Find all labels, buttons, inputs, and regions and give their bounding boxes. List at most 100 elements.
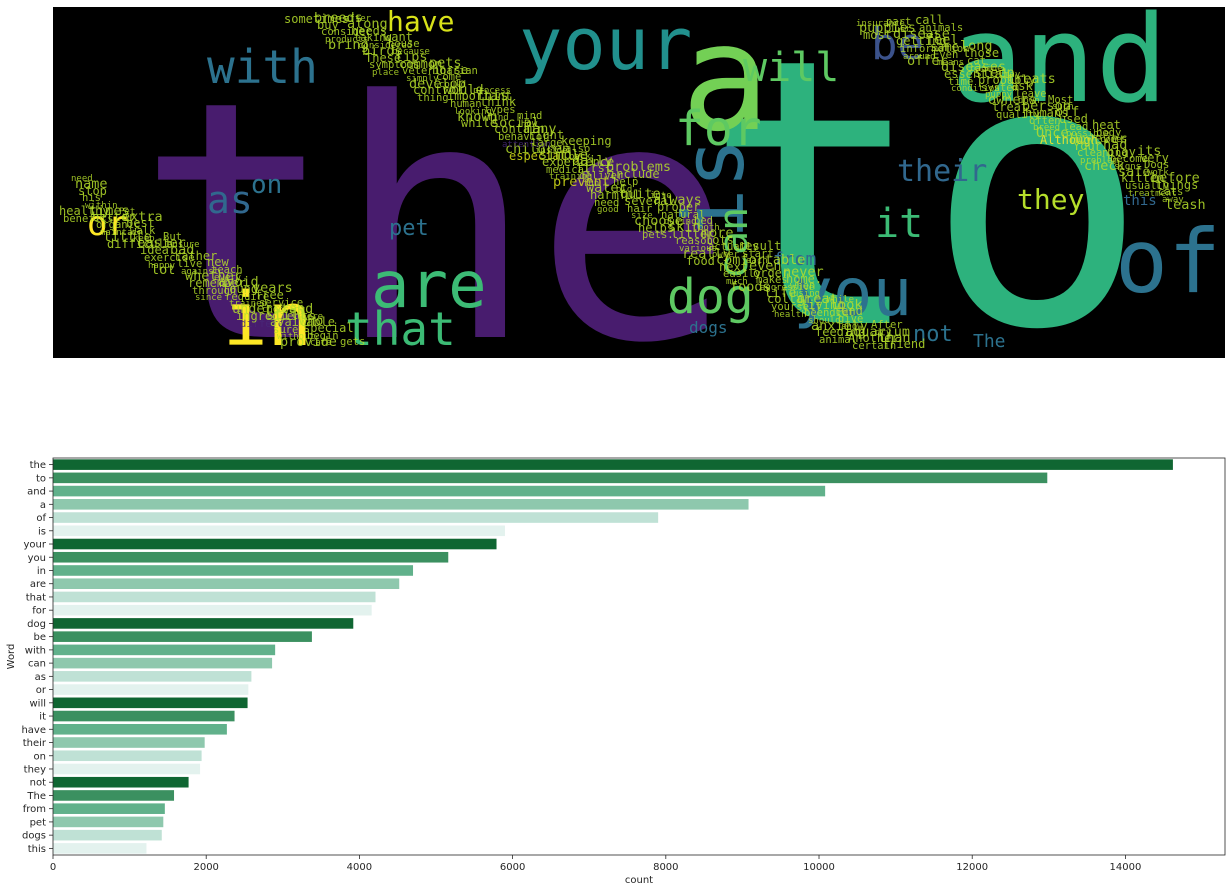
word-cloud-word: social	[491, 115, 540, 131]
word-cloud-word: in	[223, 277, 312, 358]
word-cloud-word: always	[653, 192, 702, 208]
word-cloud-word: around	[903, 52, 936, 62]
word-cloud-word: insurance	[856, 19, 905, 29]
word-cloud-word: using	[793, 289, 820, 299]
y-tick-label: to	[36, 473, 46, 484]
word-cloud-word: products	[325, 35, 368, 45]
word-cloud-word: means	[937, 58, 964, 68]
word-cloud-word: since	[195, 293, 222, 303]
word-cloud-word: body	[1096, 127, 1121, 139]
word-cloud-word: symptoms	[369, 59, 420, 71]
word-cloud-word: trained	[229, 299, 267, 309]
bar-not	[53, 776, 189, 788]
y-tick-label: as	[35, 672, 46, 683]
y-tick-label: have	[21, 725, 46, 736]
word-cloud-word: include	[609, 167, 660, 181]
word-cloud-word: develop	[409, 76, 466, 92]
word-cloud-word: mind	[517, 110, 542, 122]
bar-in	[53, 565, 414, 576]
word-cloud-word: little	[103, 229, 152, 245]
word-cloud-word: known	[457, 109, 498, 125]
bar-to	[53, 472, 1048, 484]
word-cloud-word: years	[252, 280, 293, 296]
word-cloud-word: while	[461, 116, 497, 130]
word-cloud-word: both	[698, 223, 720, 233]
word-cloud-word: water	[586, 180, 627, 196]
bar-from	[53, 803, 165, 814]
word-cloud-word: a	[681, 7, 770, 164]
word-cloud-word: home.	[786, 272, 822, 286]
word-cloud-word: become	[1110, 153, 1148, 165]
word-cloud-word: after	[344, 14, 372, 24]
word-cloud-word: first	[576, 161, 612, 175]
word-cloud-word: experience	[542, 155, 614, 169]
x-tick-group: 0 2000 4000 6000 8000 10000 12000 14000	[50, 855, 1141, 873]
y-tick-label: be	[34, 632, 47, 643]
word-cloud-word: into	[650, 191, 672, 201]
word-cloud-word: humans	[1025, 106, 1068, 120]
word-cloud-word: Another	[848, 331, 899, 345]
word-cloud-word: begin	[307, 330, 339, 342]
word-cloud-word: thing	[417, 92, 449, 104]
word-cloud-word: skin	[668, 219, 701, 235]
word-cloud-word: available	[270, 315, 335, 329]
x-tick-label: 4000	[347, 862, 372, 873]
word-cloud-word: free	[255, 288, 284, 302]
bar-their	[53, 737, 205, 748]
y-tick-label: will	[29, 698, 46, 709]
word-cloud-word: most	[863, 28, 892, 42]
word-cloud-word: dog	[667, 269, 754, 325]
word-cloud-word: person	[1022, 98, 1071, 114]
word-cloud-word: deliver	[579, 170, 623, 182]
word-cloud-word: inside	[535, 146, 568, 156]
word-cloud-word: more	[701, 225, 734, 241]
word-cloud-word: best	[126, 216, 155, 230]
word-cloud-word: birds	[362, 43, 403, 59]
word-cloud-word: taking	[354, 32, 392, 44]
word-cloud-word: the	[137, 31, 733, 358]
word-cloud-word: breed	[1033, 123, 1060, 133]
word-cloud-word: long	[960, 38, 993, 54]
word-cloud-word: old	[616, 185, 632, 195]
word-cloud-word: condition	[951, 84, 1000, 94]
bar-have	[53, 723, 227, 735]
bar-is	[53, 525, 505, 537]
word-cloud-word: puppy	[985, 90, 1013, 100]
word-cloud-word: require	[225, 291, 269, 303]
word-cloud-word: Although	[1040, 133, 1098, 147]
word-cloud-word: walk	[130, 225, 156, 237]
bars-group	[53, 459, 1173, 854]
y-tick-labels: the to and a of is your you in are that for dog be wit…	[21, 460, 53, 855]
word-cloud-word: types	[484, 104, 516, 116]
bar-dogs	[53, 829, 162, 841]
bar-be	[53, 631, 312, 642]
word-cloud-word: reason	[675, 235, 713, 247]
word-cloud-word: will	[743, 45, 839, 91]
x-tick-label: 2000	[193, 862, 218, 873]
word-cloud-word: horse	[432, 63, 468, 77]
word-cloud-word: problems	[606, 159, 671, 175]
word-cloud-word: provide	[280, 334, 337, 350]
word-cloud-word: cats	[1158, 186, 1183, 198]
word-cloud-word: food	[686, 254, 715, 268]
word-cloud-word: their	[897, 154, 987, 189]
word-cloud-word: without	[277, 332, 315, 342]
word-cloud-word: feel	[926, 32, 959, 48]
word-cloud-word: had	[1103, 137, 1127, 153]
word-cloud-word: remember	[188, 276, 246, 290]
word-cloud-word: many	[524, 121, 557, 137]
word-cloud-word: from	[773, 249, 816, 270]
word-cloud-word: large	[531, 137, 563, 149]
word-cloud-word: diseases	[941, 59, 1006, 75]
word-cloud-word: lot	[151, 262, 175, 278]
bar-this	[53, 843, 147, 854]
word-cloud-word: easier	[137, 235, 186, 251]
word-cloud-word: to	[703, 7, 1149, 358]
y-tick-label: dogs	[22, 831, 46, 842]
y-tick-label: or	[36, 685, 47, 696]
word-cloud-word: along	[347, 16, 388, 32]
word-cloud-word: or	[87, 204, 128, 244]
word-cloud-word: offer	[907, 53, 948, 69]
word-cloud-word: pets	[429, 55, 462, 71]
word-cloud-word: would	[443, 82, 484, 98]
